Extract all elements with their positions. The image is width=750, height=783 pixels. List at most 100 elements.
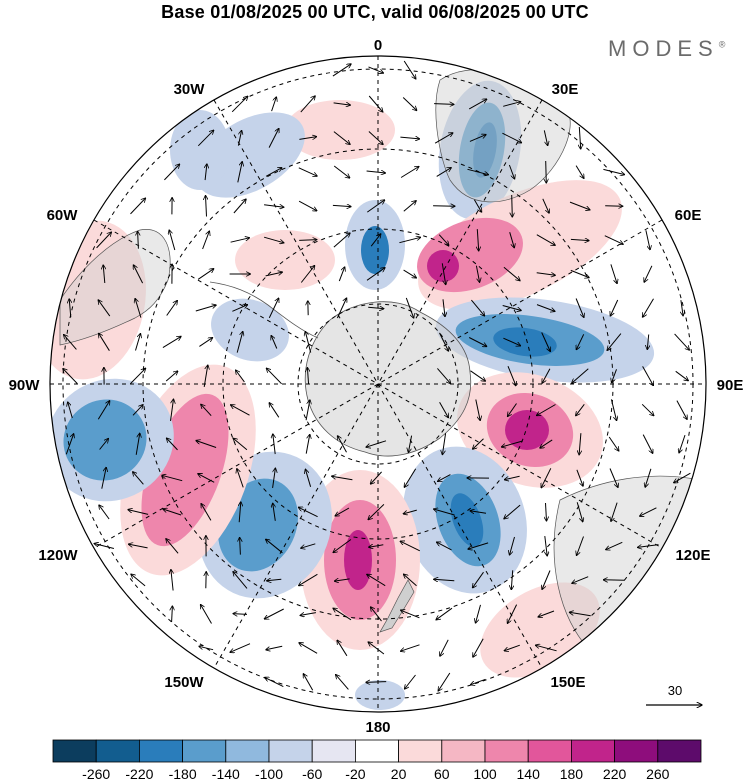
wind-arrow <box>405 297 413 318</box>
wind-arrow <box>368 66 384 73</box>
wind-arrow <box>607 333 622 351</box>
wind-arrow <box>508 403 517 417</box>
brand-mark: ® <box>718 39 726 50</box>
wind-arrow <box>169 230 176 251</box>
wind-arrow <box>230 643 251 653</box>
colorbar-tick-label: -60 <box>302 766 322 782</box>
wind-arrow <box>681 300 683 316</box>
wind-arrow <box>642 434 653 454</box>
wind-arrow <box>473 638 484 657</box>
wind-arrow <box>537 404 556 416</box>
wind-arrow <box>163 509 182 516</box>
wind-arrow <box>336 675 349 690</box>
wind-arrow <box>138 231 139 249</box>
colorbar-swatch <box>484 739 529 763</box>
colorbar-tick-label: -140 <box>212 766 240 782</box>
wind-arrow <box>434 133 453 144</box>
lon-label-180: 180 <box>365 719 390 736</box>
wind-arrow <box>367 574 386 587</box>
colorbar-swatch <box>225 739 270 763</box>
wind-arrow <box>370 471 382 484</box>
wind-arrow <box>332 64 351 77</box>
wind-arrow <box>167 438 178 451</box>
wind-arrow <box>679 434 686 453</box>
wind-arrow <box>368 642 385 655</box>
wind-arrow <box>575 298 584 318</box>
wind-arrow <box>402 97 417 111</box>
wind-arrow <box>305 400 310 421</box>
wind-arrow <box>171 570 173 591</box>
colorbar-swatch <box>311 739 356 763</box>
wind-arrow <box>440 639 449 656</box>
wind-arrow <box>475 265 479 283</box>
colorbar-tick-label: -220 <box>125 766 153 782</box>
colorbar-swatch <box>268 739 313 763</box>
wind-arrow <box>201 404 212 417</box>
anomaly-blob <box>473 122 497 178</box>
wind-arrow <box>162 336 181 349</box>
wind-arrow <box>645 468 652 487</box>
wind-arrow <box>269 403 280 418</box>
wind-arrow <box>199 646 214 651</box>
wind-arrow <box>370 234 381 247</box>
wind-arrow <box>468 542 489 549</box>
wind-arrow <box>545 536 547 556</box>
colorbar-swatch <box>138 739 183 763</box>
wind-arrow <box>301 543 316 548</box>
wind-arrow <box>473 199 481 212</box>
wind-arrow <box>438 474 451 482</box>
wind-arrow <box>676 400 687 420</box>
wind-arrow <box>333 608 352 621</box>
wind-arrow <box>647 334 648 350</box>
wind-arrow <box>401 610 420 619</box>
wind-arrow <box>507 366 516 386</box>
colorbar-labels: -260 -220 -180 -140 -100 -60 -20 20 60 100 140 180 2… <box>82 766 670 782</box>
wind-arrow <box>337 640 348 657</box>
colorbar-tick-label: 100 <box>473 766 497 782</box>
wind-arrow <box>271 336 278 349</box>
wind-arrow <box>606 541 623 549</box>
wind-arrow <box>536 304 555 312</box>
wind-arrow <box>268 128 279 148</box>
wind-arrow <box>264 608 284 619</box>
wind-arrow <box>540 439 553 448</box>
wind-arrow <box>437 542 452 551</box>
wind-arrow <box>98 300 111 317</box>
wind-arrow <box>172 606 173 623</box>
wind-arrow <box>468 337 487 347</box>
colorbar-tick-label: -100 <box>255 766 283 782</box>
lon-label-120e: 120E <box>675 547 710 564</box>
wind-arrow <box>638 544 659 548</box>
colorbar-swatch <box>571 739 616 763</box>
wind-arrow <box>366 171 386 173</box>
anomaly-blob <box>450 493 484 547</box>
wind-arrow <box>536 234 555 246</box>
graticule <box>50 56 706 712</box>
wind-arrow <box>99 439 109 450</box>
wind-arrow <box>166 301 178 316</box>
wind-arrow <box>569 612 591 617</box>
wind-arrow <box>576 469 583 486</box>
wind-arrow <box>332 476 353 481</box>
wind-arrow <box>298 200 317 211</box>
wind-vectors <box>63 60 691 691</box>
wind-arrow <box>371 607 382 622</box>
wind-arrow <box>240 537 241 555</box>
wind-arrow <box>198 474 215 483</box>
wind-arrow <box>128 510 149 515</box>
wind-arrow <box>232 305 247 312</box>
wind-arrow <box>543 130 547 145</box>
wind-arrow <box>403 60 416 79</box>
wind-arrow <box>503 266 520 280</box>
wind-arrow <box>130 368 145 385</box>
wind-arrow <box>610 399 616 420</box>
wind-arrow <box>199 338 212 347</box>
wind-arrow <box>674 333 690 350</box>
wind-arrow <box>203 365 208 387</box>
anomaly-blob <box>355 680 405 710</box>
lon-label-150e: 150E <box>550 674 585 691</box>
wind-arrow <box>237 162 242 183</box>
lon-label-30w: 30W <box>174 81 206 98</box>
wind-arrow <box>434 104 454 105</box>
